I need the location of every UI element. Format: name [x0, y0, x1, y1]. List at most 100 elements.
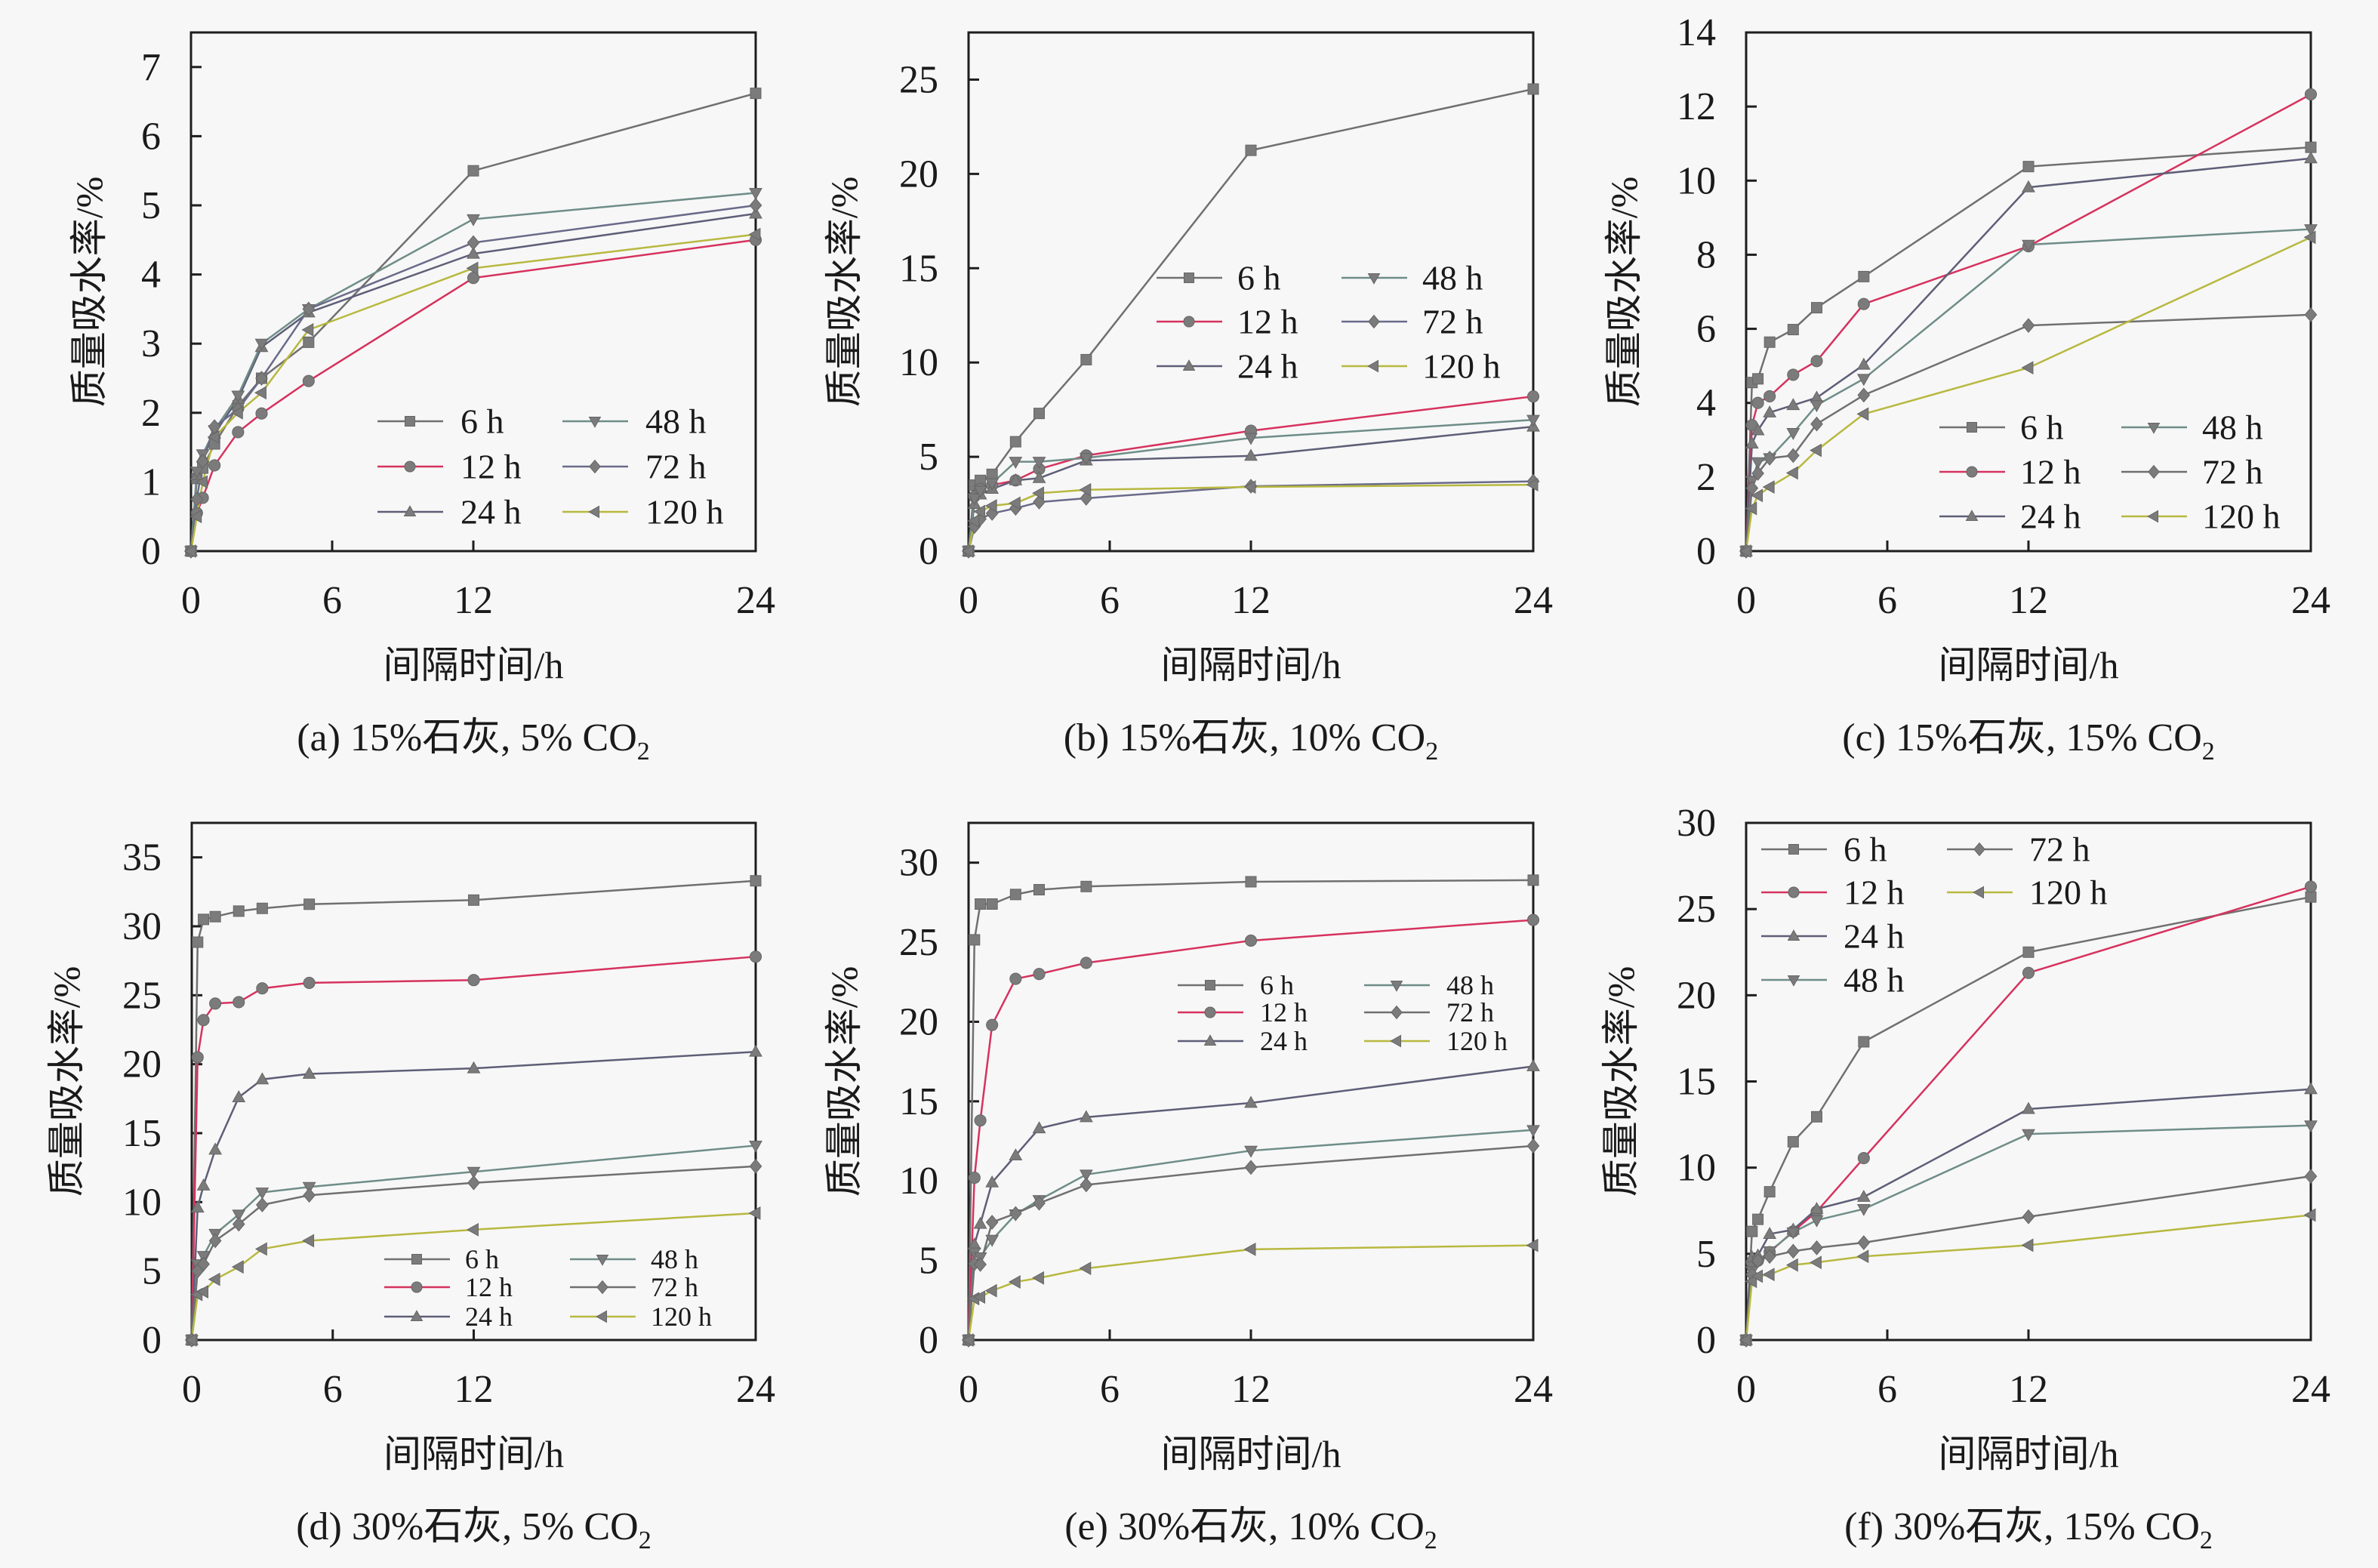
legend-item: 6 h — [1761, 830, 1887, 869]
data-point — [256, 902, 268, 914]
legend-label: 72 h — [1446, 997, 1494, 1027]
data-point — [189, 467, 204, 479]
data-point — [748, 227, 761, 242]
legend-item: 24 h — [1939, 498, 2081, 536]
data-point — [1526, 1059, 1540, 1071]
legend-item: 72 h — [1947, 830, 2090, 869]
x-tick-label: 24 — [2291, 1368, 2330, 1411]
caption-text: (d) 30%石灰, 5% CO — [296, 1505, 639, 1548]
data-point — [467, 1166, 481, 1179]
y-tick-label: 6 — [1696, 308, 1716, 351]
data-point — [749, 950, 762, 963]
x-tick-label: 0 — [181, 579, 201, 622]
plot-frame — [967, 821, 1535, 1342]
data-point — [2304, 880, 2318, 893]
legend-item: 48 h — [562, 402, 707, 441]
data-point — [1080, 880, 1092, 892]
data-point — [1856, 357, 1871, 370]
y-tick-label: 35 — [122, 836, 162, 879]
caption-subscript: 2 — [1425, 1526, 1437, 1554]
legend-marker — [410, 1310, 424, 1322]
y-tick-label: 6 — [141, 115, 161, 158]
panel-caption: (c) 15%石灰, 15% CO2 — [1842, 716, 2215, 766]
series-points-24h — [962, 1059, 1540, 1345]
data-point — [2304, 307, 2318, 322]
legend-label: 72 h — [651, 1272, 698, 1302]
data-point — [1526, 390, 1540, 403]
data-point — [196, 475, 208, 489]
legend-marker — [2148, 464, 2160, 479]
data-point — [198, 913, 210, 926]
data-point — [467, 165, 479, 177]
data-point — [1786, 1227, 1800, 1240]
legend-label: 24 h — [1260, 1026, 1308, 1056]
data-point — [1751, 423, 1765, 436]
data-point — [467, 1222, 479, 1237]
data-point — [302, 374, 315, 387]
x-tick-label: 24 — [2291, 579, 2330, 622]
y-tick-label: 7 — [141, 46, 161, 89]
legend-marker — [588, 505, 600, 519]
x-tick-label: 12 — [2009, 1368, 2048, 1411]
data-point — [1032, 1121, 1046, 1134]
data-point — [1745, 436, 1759, 449]
data-point — [2303, 1208, 2316, 1222]
x-axis-title: 间隔时间/h — [1939, 644, 2119, 686]
data-point — [975, 898, 987, 910]
data-point — [191, 1051, 204, 1064]
data-point — [1787, 368, 1800, 381]
data-point — [1810, 1255, 1822, 1270]
legend-marker — [1966, 466, 1978, 478]
series-points-72h — [962, 1138, 1540, 1348]
caption-subscript: 2 — [639, 1526, 651, 1554]
caption-text: (c) 15%石灰, 15% CO — [1842, 716, 2202, 759]
data-point — [1080, 1177, 1093, 1193]
series-points-6h — [185, 88, 762, 557]
x-tick-label: 0 — [182, 1368, 202, 1411]
data-point — [233, 996, 245, 1009]
data-point — [1009, 1206, 1022, 1221]
data-point — [1080, 957, 1092, 969]
data-point — [2022, 1209, 2035, 1225]
caption-text: (e) 30%石灰, 10% CO — [1064, 1505, 1425, 1548]
data-point — [1244, 448, 1258, 461]
legend-label: 120 h — [651, 1302, 712, 1332]
legend-label: 120 h — [2202, 498, 2281, 536]
legend-label: 48 h — [1446, 970, 1494, 1000]
series-points-120h — [961, 1238, 1539, 1347]
y-tick-label: 5 — [919, 1240, 938, 1283]
x-tick-label: 12 — [1231, 1368, 1271, 1411]
data-point — [1751, 488, 1763, 503]
data-point — [197, 1256, 210, 1272]
data-point — [750, 875, 762, 887]
data-point — [1810, 1202, 1824, 1214]
data-point — [1787, 324, 1799, 336]
data-point — [254, 1242, 267, 1256]
data-point — [303, 976, 316, 989]
data-point — [302, 1067, 316, 1079]
y-axis-title: 质量吸水率/% — [823, 966, 865, 1197]
y-tick-label: 0 — [919, 1319, 938, 1362]
legend-marker — [1205, 980, 1215, 990]
legend-marker — [596, 1254, 609, 1266]
x-axis-title: 间隔时间/h — [1161, 1433, 1341, 1475]
x-tick-label: 24 — [1514, 579, 1553, 622]
x-tick-label: 24 — [1514, 1368, 1553, 1411]
legend-item: 72 h — [570, 1272, 698, 1302]
data-point — [467, 214, 480, 226]
data-point — [190, 1200, 205, 1213]
data-point — [1763, 390, 1776, 402]
data-point — [1008, 1275, 1021, 1289]
data-point — [196, 1285, 209, 1298]
y-tick-label: 20 — [899, 152, 938, 196]
legend-marker — [2147, 510, 2159, 523]
data-point — [1857, 387, 1871, 403]
legend-marker — [1183, 316, 1195, 328]
caption-subscript: 2 — [1425, 738, 1438, 766]
legend-label: 6 h — [465, 1244, 499, 1274]
y-tick-label: 1 — [141, 461, 161, 504]
data-point — [1033, 968, 1046, 981]
legend-marker — [404, 461, 416, 473]
